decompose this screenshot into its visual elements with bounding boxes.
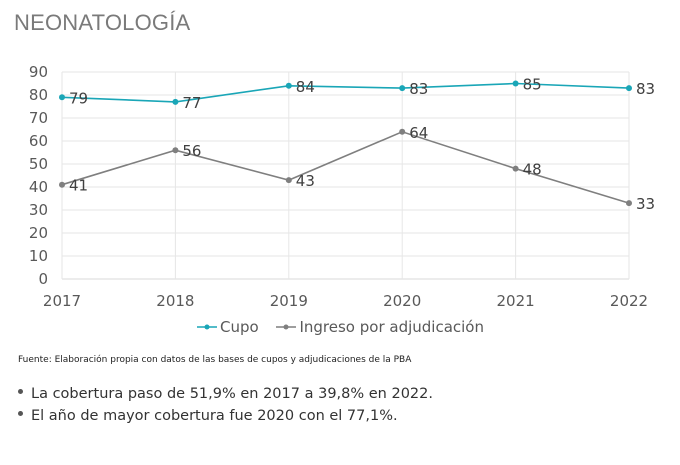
- x-tick-label: 2022: [610, 292, 648, 310]
- bullet-text: El año de mayor cobertura fue 2020 con e…: [31, 408, 398, 424]
- y-tick-label: 30: [29, 201, 48, 219]
- data-point: [626, 200, 632, 207]
- bullet-text: La cobertura paso de 51,9% en 2017 a 39,…: [31, 386, 433, 402]
- data-point: [172, 98, 179, 105]
- data-point: [59, 94, 65, 101]
- bullet-icon: [18, 388, 23, 394]
- data-point: [626, 85, 632, 92]
- y-tick-label: 50: [29, 155, 48, 173]
- series-line-ingreso: [61, 130, 630, 204]
- data-point: [172, 147, 179, 154]
- data-point: [399, 85, 406, 92]
- data-point: [285, 177, 292, 184]
- legend-item-cupo: Cupo: [196, 318, 259, 336]
- data-label: 83: [636, 80, 655, 98]
- data-label: 43: [296, 172, 315, 190]
- legend-label-ingreso: Ingreso por adjudicación: [299, 318, 484, 336]
- x-tick-label: 2020: [383, 292, 421, 310]
- x-tick-label: 2019: [270, 292, 308, 310]
- data-point: [399, 128, 406, 135]
- bullet-item: El año de mayor cobertura fue 2020 con e…: [18, 408, 433, 424]
- line-chart: 0 10 20 30 40 50 60 70 80 90 2017 2018 2019 2020 2021 2…: [29, 63, 655, 310]
- y-tick-label: 80: [29, 86, 48, 104]
- bullet-item: La cobertura paso de 51,9% en 2017 a 39,…: [18, 386, 433, 402]
- y-tick-label: 0: [38, 270, 48, 288]
- legend-item-ingreso: Ingreso por adjudicación: [275, 318, 484, 336]
- x-tick-label: 2021: [497, 292, 535, 310]
- y-tick-label: 40: [29, 178, 48, 196]
- y-tick-label: 70: [29, 109, 48, 127]
- bullet-icon: [18, 410, 23, 416]
- chart-legend: Cupo Ingreso por adjudicación: [0, 318, 680, 336]
- series-line-cupo: [61, 82, 630, 103]
- data-label: 77: [182, 94, 201, 112]
- source-note: Fuente: Elaboración propia con datos de …: [18, 355, 412, 365]
- legend-marker-ingreso-icon: [276, 324, 297, 330]
- data-point: [512, 165, 519, 172]
- data-label: 41: [69, 177, 88, 195]
- y-tick-label: 90: [29, 63, 48, 81]
- data-label: 33: [636, 195, 655, 213]
- data-label: 64: [409, 124, 428, 142]
- summary-bullets: La cobertura paso de 51,9% en 2017 a 39,…: [18, 386, 433, 430]
- data-label: 48: [523, 161, 542, 179]
- data-point: [285, 82, 292, 89]
- y-tick-label: 10: [29, 247, 48, 265]
- legend-marker-cupo-icon: [197, 324, 217, 330]
- data-label: 84: [296, 78, 315, 96]
- data-point: [512, 80, 519, 87]
- legend-label-cupo: Cupo: [220, 318, 259, 336]
- data-label: 79: [69, 89, 88, 107]
- data-label: 85: [523, 76, 542, 94]
- data-label: 56: [182, 142, 201, 160]
- data-label: 83: [409, 80, 428, 98]
- y-tick-label: 60: [29, 132, 48, 150]
- data-point: [59, 181, 65, 188]
- x-tick-label: 2018: [156, 292, 194, 310]
- x-tick-label: 2017: [43, 292, 81, 310]
- chart-title: NEONATOLOGÍA: [14, 10, 191, 35]
- y-tick-label: 20: [29, 224, 48, 242]
